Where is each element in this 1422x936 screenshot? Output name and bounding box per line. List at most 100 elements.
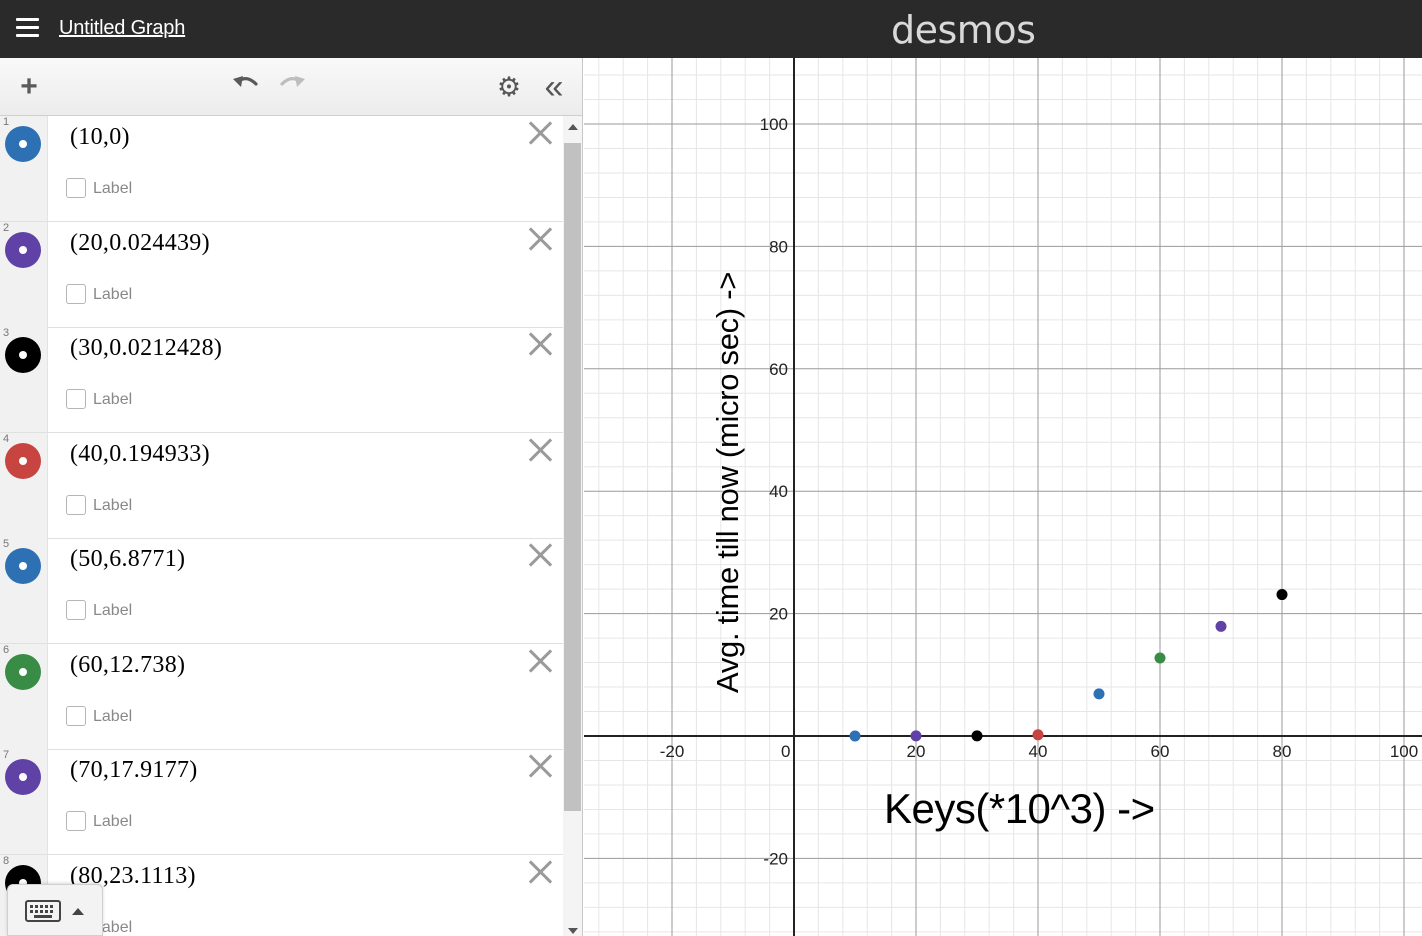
point-color-icon[interactable] bbox=[5, 337, 41, 373]
expression-input[interactable]: (30,0.0212428) bbox=[70, 335, 223, 361]
undo-icon[interactable] bbox=[230, 72, 262, 102]
expression-index: 5 bbox=[3, 538, 10, 550]
expression-tab[interactable]: 3 bbox=[0, 327, 48, 432]
expression-input[interactable]: (50,6.8771) bbox=[70, 546, 186, 572]
data-point bbox=[1276, 589, 1288, 601]
expression-index: 4 bbox=[3, 432, 10, 445]
label-checkbox[interactable] bbox=[66, 283, 86, 304]
expression-row[interactable]: 2 (20,0.024439) Label bbox=[0, 221, 563, 328]
expression-input[interactable]: (70,17.9177) bbox=[70, 757, 198, 783]
plus-icon[interactable]: + bbox=[20, 70, 38, 103]
label-checkbox-text: Label bbox=[93, 602, 133, 619]
data-point bbox=[1093, 688, 1105, 700]
x-tick-label: 0 bbox=[781, 742, 790, 761]
point-color-icon[interactable] bbox=[5, 759, 41, 795]
expression-row[interactable]: 4 (40,0.194933) Label bbox=[0, 432, 563, 539]
label-checkbox-text: Label bbox=[93, 285, 133, 303]
expression-input[interactable]: (40,0.194933) bbox=[70, 440, 210, 467]
expression-row[interactable]: 7 (70,17.9177) Label bbox=[0, 749, 563, 855]
redo-icon[interactable] bbox=[276, 72, 308, 102]
expression-index: 7 bbox=[3, 749, 10, 761]
expression-index: 1 bbox=[3, 116, 10, 128]
double-chevron-left-icon[interactable]: « bbox=[544, 68, 564, 106]
expression-tab[interactable]: 5 bbox=[0, 538, 48, 643]
expression-row[interactable]: 5 (50,6.8771) Label bbox=[0, 538, 563, 644]
desmos-logo: desmos bbox=[891, 8, 1036, 52]
data-point bbox=[910, 730, 922, 742]
expression-toolbar: + ⚙ « bbox=[0, 58, 582, 116]
expression-tab[interactable]: 7 bbox=[0, 749, 48, 854]
x-tick-label: 40 bbox=[1029, 742, 1048, 761]
expression-scrollbar[interactable] bbox=[563, 116, 582, 936]
delete-expression-icon[interactable] bbox=[528, 753, 554, 779]
hamburger-icon[interactable] bbox=[16, 18, 39, 37]
y-tick-label: 100 bbox=[760, 115, 788, 134]
delete-expression-icon[interactable] bbox=[528, 331, 554, 357]
label-checkbox-text: Label bbox=[93, 813, 133, 830]
x-tick-label: 100 bbox=[1390, 742, 1418, 761]
expression-tab[interactable]: 4 bbox=[0, 432, 48, 538]
label-checkbox-text: Label bbox=[93, 180, 133, 197]
y-tick-label: 20 bbox=[769, 605, 788, 624]
y-tick-label: -20 bbox=[763, 849, 788, 868]
gear-icon[interactable]: ⚙ bbox=[496, 71, 522, 102]
point-color-icon[interactable] bbox=[5, 442, 41, 479]
scrollbar-thumb[interactable] bbox=[564, 143, 581, 811]
app-header: Untitled Graph desmos bbox=[0, 0, 1422, 58]
delete-expression-icon[interactable] bbox=[528, 120, 554, 146]
expression-index: 6 bbox=[3, 643, 10, 656]
x-tick-label: 20 bbox=[907, 742, 926, 761]
delete-expression-icon[interactable] bbox=[528, 648, 554, 674]
label-checkbox-text: Label bbox=[93, 496, 133, 514]
label-checkbox-text: Label bbox=[93, 391, 133, 408]
expression-index: 2 bbox=[3, 221, 10, 234]
label-checkbox[interactable] bbox=[66, 811, 86, 831]
expression-row[interactable]: 1 (10,0) Label bbox=[0, 116, 563, 222]
expression-row[interactable]: 6 (60,12.738) Label bbox=[0, 643, 563, 750]
scroll-down-arrow-icon[interactable] bbox=[568, 928, 578, 934]
x-tick-label: -20 bbox=[660, 742, 685, 761]
expression-list: 1 (10,0) Label 2 (20,0.024439) Label 3 (30,0.02… bbox=[0, 116, 563, 936]
delete-expression-icon[interactable] bbox=[528, 226, 554, 252]
expression-tab[interactable]: 6 bbox=[0, 643, 48, 749]
expression-tab[interactable]: 2 bbox=[0, 221, 48, 327]
data-point bbox=[849, 730, 861, 742]
x-axis-title: Keys(*10^3) -> bbox=[884, 785, 1155, 832]
delete-expression-icon[interactable] bbox=[528, 437, 554, 463]
y-axis-title: Avg. time till now (micro sec) -> bbox=[710, 271, 745, 693]
label-checkbox-text: Label bbox=[93, 707, 133, 725]
label-checkbox[interactable] bbox=[66, 600, 86, 620]
point-color-icon[interactable] bbox=[5, 548, 41, 584]
delete-expression-icon[interactable] bbox=[528, 542, 554, 568]
label-checkbox[interactable] bbox=[66, 389, 86, 409]
expression-input[interactable]: (10,0) bbox=[70, 124, 130, 150]
caret-up-icon bbox=[72, 908, 84, 915]
data-point bbox=[1032, 729, 1044, 741]
label-checkbox[interactable] bbox=[66, 705, 86, 726]
y-tick-label: 60 bbox=[769, 360, 788, 379]
point-color-icon[interactable] bbox=[5, 653, 41, 690]
data-point bbox=[1215, 620, 1227, 632]
expression-index: 8 bbox=[3, 854, 10, 867]
point-color-icon[interactable] bbox=[5, 126, 41, 162]
point-color-icon[interactable] bbox=[5, 231, 41, 268]
data-point bbox=[1154, 652, 1166, 664]
delete-expression-icon[interactable] bbox=[528, 859, 554, 885]
label-checkbox[interactable] bbox=[66, 178, 86, 198]
y-tick-label: 80 bbox=[769, 237, 788, 256]
keyboard-icon bbox=[25, 900, 61, 922]
label-checkbox[interactable] bbox=[66, 494, 86, 515]
graph-title[interactable]: Untitled Graph bbox=[59, 17, 186, 39]
scroll-up-arrow-icon[interactable] bbox=[568, 124, 578, 130]
graph-svg[interactable]: -20 0 20 40 60 80 100 -20 20 40 60 80 100 bbox=[584, 58, 1422, 936]
x-tick-label: 80 bbox=[1273, 742, 1292, 761]
expression-input[interactable]: (20,0.024439) bbox=[70, 229, 210, 256]
graph-canvas[interactable]: -20 0 20 40 60 80 100 -20 20 40 60 80 100 Keys(*10^3… bbox=[584, 58, 1422, 936]
y-tick-label: 40 bbox=[769, 482, 788, 501]
expression-input[interactable]: (60,12.738) bbox=[70, 651, 186, 678]
expression-row[interactable]: 3 (30,0.0212428) Label bbox=[0, 327, 563, 433]
x-tick-label: 60 bbox=[1151, 742, 1170, 761]
expression-panel: + ⚙ « 1 (10,0) Label 2 (20,0.024439) Label 3 (3… bbox=[0, 58, 583, 936]
keyboard-toggle-button[interactable] bbox=[7, 884, 103, 936]
expression-tab[interactable]: 1 bbox=[0, 116, 48, 221]
